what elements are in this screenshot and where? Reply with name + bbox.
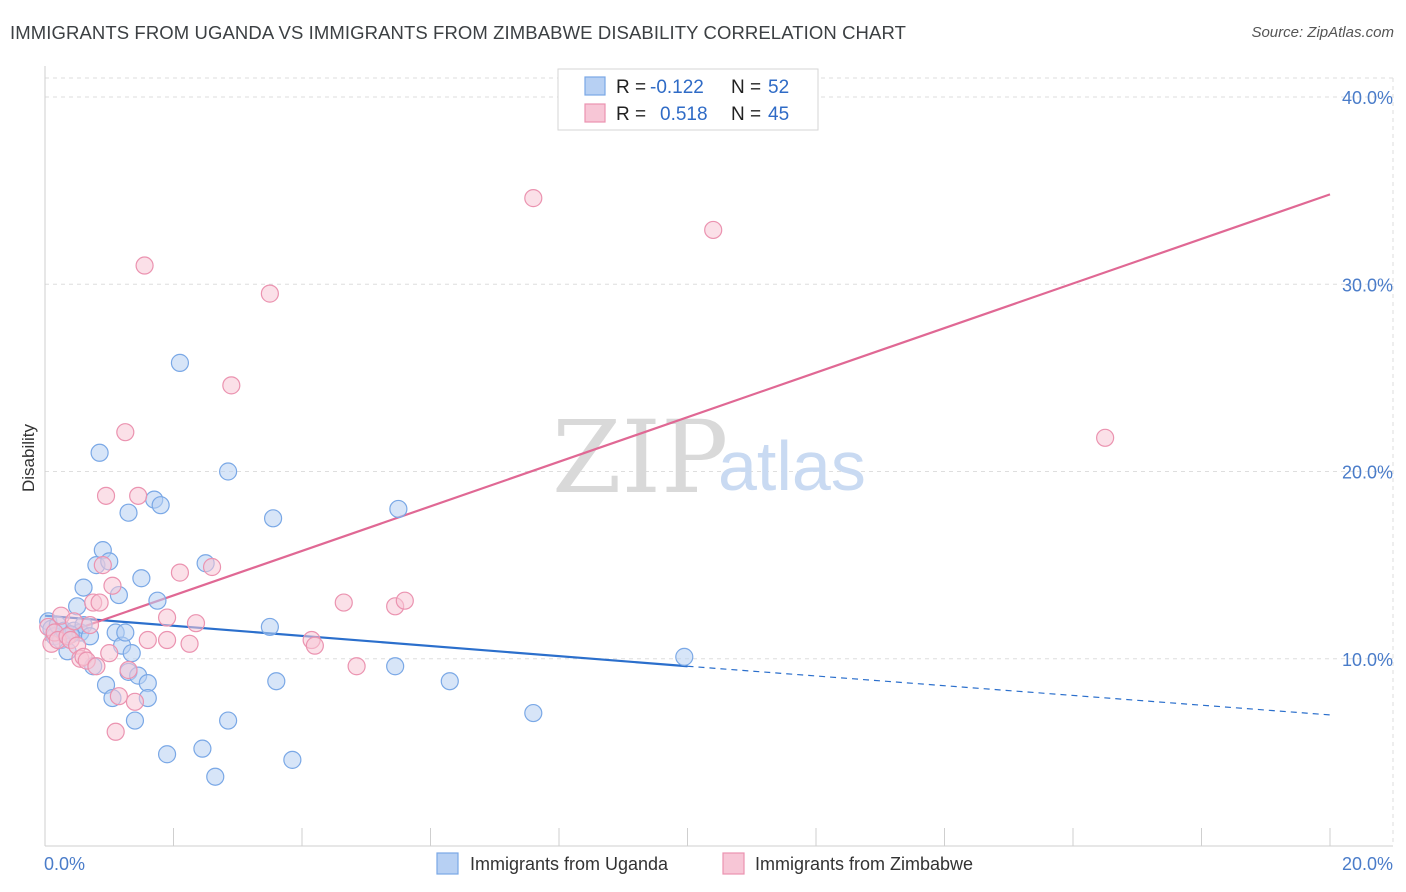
- point-s1-33: [222, 376, 241, 395]
- point-s0-34: [151, 496, 170, 515]
- point-s1-24: [129, 486, 148, 505]
- point-s1-17: [96, 486, 116, 505]
- y-tick-label-0: 10.0%: [1342, 650, 1393, 670]
- legend-n-value-zimbabwe: 45: [768, 104, 789, 125]
- point-s0-35: [157, 745, 177, 764]
- point-s0-44: [267, 672, 286, 691]
- y-tick-labels: 10.0% 20.0% 30.0% 40.0%: [1342, 88, 1393, 670]
- point-s1-21: [109, 687, 128, 706]
- chart-title: IMMIGRANTS FROM UGANDA VS IMMIGRANTS FRO…: [10, 22, 906, 43]
- point-s1-30: [180, 634, 199, 653]
- x-tick-label-0: 0.0%: [44, 854, 85, 874]
- point-s1-25: [135, 256, 154, 275]
- point-s1-40: [395, 591, 414, 610]
- point-s1-36: [305, 636, 324, 655]
- point-s1-27: [157, 608, 177, 627]
- trend-line-1: [44, 193, 1331, 642]
- correlation-legend: R = -0.122 N = 52 R = 0.518 N = 45: [557, 68, 819, 131]
- series-swatch-zimbabwe: [722, 852, 745, 875]
- legend-r-label-uganda: R =: [616, 77, 646, 98]
- point-s1-34: [260, 284, 279, 303]
- series-label-uganda: Immigrants from Uganda: [470, 854, 669, 874]
- point-s0-8: [68, 597, 87, 616]
- point-s1-38: [347, 657, 366, 676]
- point-s1-26: [138, 630, 157, 650]
- point-s0-45: [283, 750, 302, 769]
- point-s0-47: [389, 499, 408, 519]
- legend-r-value-zimbabwe: 0.518: [660, 104, 708, 125]
- chart-source: Source: ZipAtlas.com: [1251, 24, 1394, 41]
- series-swatch-uganda: [436, 852, 459, 875]
- watermark-zip: ZIP: [552, 399, 728, 516]
- axes: [44, 66, 1393, 847]
- point-s1-20: [106, 722, 125, 741]
- trend-line-dashed-0: [687, 665, 1331, 716]
- point-s0-23: [116, 623, 135, 642]
- point-s1-22: [119, 660, 138, 680]
- point-s1-23: [125, 692, 145, 711]
- point-s0-50: [675, 647, 694, 666]
- point-s1-44: [116, 423, 135, 442]
- point-s0-36: [170, 353, 190, 372]
- legend-swatch-zimbabwe: [584, 103, 606, 123]
- point-s1-16: [93, 556, 112, 575]
- point-s0-15: [90, 443, 109, 462]
- point-s1-37: [334, 593, 353, 612]
- point-s1-15: [90, 593, 109, 612]
- legend-r-value-uganda: -0.122: [650, 77, 704, 98]
- series-label-zimbabwe: Immigrants from Zimbabwe: [755, 854, 973, 874]
- point-s0-49: [524, 703, 543, 723]
- point-s0-29: [132, 569, 151, 588]
- y-tick-label-3: 40.0%: [1342, 88, 1393, 108]
- point-s1-29: [170, 563, 190, 582]
- legend-swatch-uganda: [584, 76, 606, 96]
- point-s1-41: [524, 189, 543, 208]
- point-s1-18: [100, 644, 119, 663]
- point-s0-27: [125, 711, 145, 730]
- point-s0-11: [74, 578, 93, 597]
- gridlines: [45, 77, 1394, 846]
- point-s0-48: [440, 672, 459, 691]
- legend-r-label-zimbabwe: R =: [616, 104, 646, 125]
- y-tick-label-1: 20.0%: [1342, 463, 1393, 483]
- point-s0-39: [206, 767, 225, 786]
- point-s0-26: [122, 644, 141, 663]
- point-s0-42: [260, 617, 279, 637]
- point-s1-12: [80, 615, 100, 635]
- point-s0-33: [148, 591, 167, 610]
- point-s0-41: [219, 711, 238, 730]
- point-s1-32: [202, 557, 222, 577]
- point-s1-42: [704, 220, 723, 240]
- point-s0-40: [219, 462, 238, 481]
- data-points: [39, 189, 1115, 786]
- y-tick-label-2: 30.0%: [1342, 275, 1393, 295]
- legend-n-label-uganda: N =: [731, 77, 761, 98]
- point-s1-19: [103, 576, 122, 595]
- trend-line-0: [44, 614, 688, 668]
- point-s1-7: [64, 612, 84, 631]
- point-s0-43: [263, 509, 283, 528]
- x-tick-labels: 0.0% 20.0%: [44, 854, 1393, 874]
- point-s0-25: [119, 503, 138, 522]
- legend-n-value-uganda: 52: [768, 77, 789, 98]
- point-s1-43: [1096, 428, 1115, 447]
- watermark-atlas: atlas: [718, 427, 866, 505]
- trend-lines: [44, 193, 1331, 716]
- series-legend: Immigrants from Uganda Immigrants from Z…: [436, 852, 973, 875]
- x-tick-label-1: 20.0%: [1342, 854, 1393, 874]
- legend-n-label-zimbabwe: N =: [731, 104, 761, 125]
- watermark: ZIP atlas: [552, 399, 866, 516]
- point-s0-46: [386, 657, 405, 676]
- y-axis-label: Disability: [19, 423, 38, 492]
- point-s1-31: [186, 614, 206, 633]
- point-s0-37: [193, 739, 212, 758]
- point-s1-28: [157, 630, 177, 650]
- point-s1-14: [87, 657, 106, 676]
